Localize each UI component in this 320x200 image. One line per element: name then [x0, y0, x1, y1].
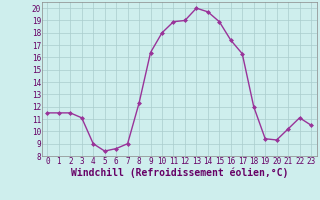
- X-axis label: Windchill (Refroidissement éolien,°C): Windchill (Refroidissement éolien,°C): [70, 167, 288, 178]
